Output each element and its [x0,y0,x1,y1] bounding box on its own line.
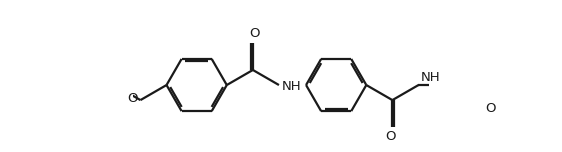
Text: O: O [128,92,138,105]
Text: NH: NH [282,80,301,93]
Text: O: O [486,102,496,115]
Text: NH: NH [421,71,441,84]
Text: O: O [249,28,260,40]
Text: O: O [386,130,396,143]
